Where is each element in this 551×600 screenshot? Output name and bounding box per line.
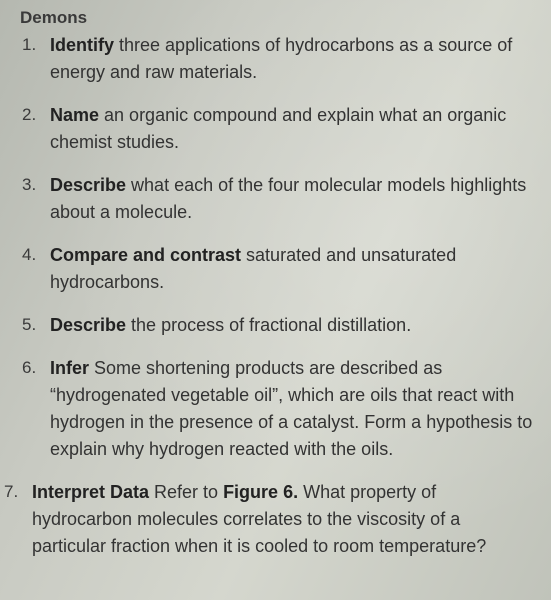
section-heading-fragment: Demons — [20, 8, 537, 28]
question-verb: Infer — [50, 358, 89, 378]
question-item: Compare and contrast saturated and unsat… — [28, 242, 537, 296]
question-text: the process of fractional distillation. — [126, 315, 411, 335]
question-verb: Describe — [50, 175, 126, 195]
question-item: Describe the process of fractional disti… — [28, 312, 537, 339]
question-list: Identify three applications of hydrocarb… — [28, 32, 537, 560]
question-item: Interpret Data Refer to Figure 6. What p… — [10, 479, 537, 560]
question-verb: Compare and contrast — [50, 245, 241, 265]
question-verb: Describe — [50, 315, 126, 335]
question-item: Identify three applications of hydrocarb… — [28, 32, 537, 86]
question-text: an organic compound and explain what an … — [50, 105, 506, 152]
question-text: Some shortening products are described a… — [50, 358, 532, 459]
question-mid: Refer to — [149, 482, 223, 502]
figure-reference: Figure 6. — [223, 482, 298, 502]
question-verb: Interpret Data — [32, 482, 149, 502]
question-item: Name an organic compound and explain wha… — [28, 102, 537, 156]
question-item: Infer Some shortening products are descr… — [28, 355, 537, 463]
question-text: three applications of hydrocarbons as a … — [50, 35, 512, 82]
question-item: Describe what each of the four molecular… — [28, 172, 537, 226]
question-verb: Name — [50, 105, 99, 125]
question-verb: Identify — [50, 35, 114, 55]
